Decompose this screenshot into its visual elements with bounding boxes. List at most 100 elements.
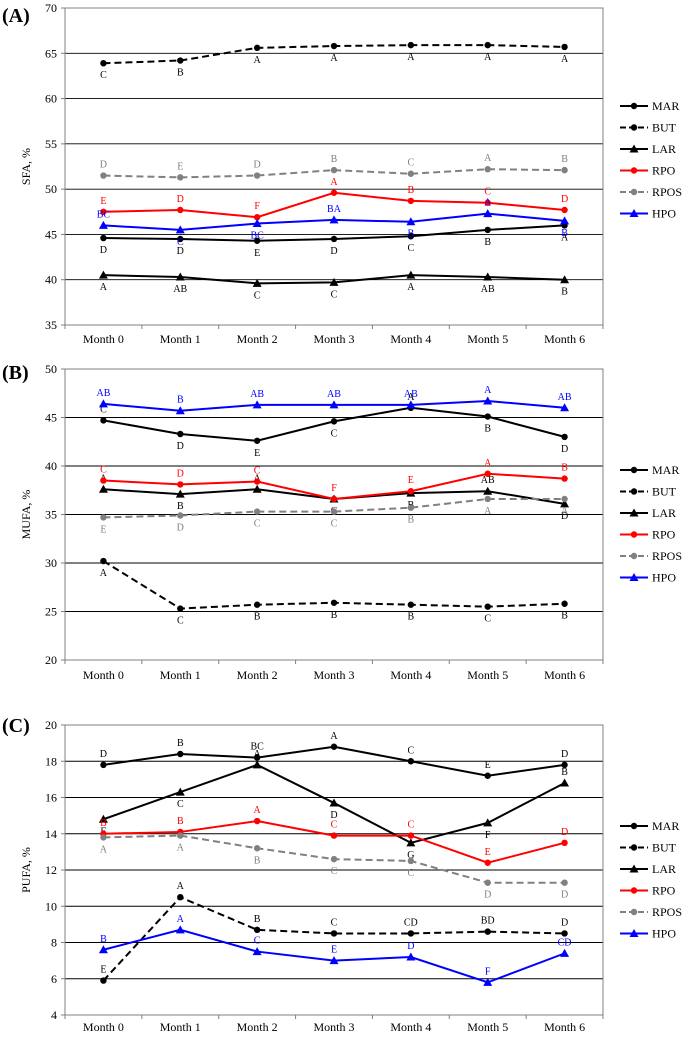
data-label: C: [331, 866, 338, 877]
data-label: C: [484, 614, 491, 625]
data-point: [177, 430, 184, 438]
legend-marker: [630, 188, 638, 196]
data-label: B: [177, 395, 184, 406]
legend-marker: [629, 929, 639, 937]
data-label: A: [330, 731, 338, 742]
x-tick-label: Month 6: [544, 1020, 585, 1034]
data-label: B: [254, 855, 261, 866]
data-point: [252, 760, 262, 769]
x-tick-label: Month 2: [237, 668, 278, 682]
data-label: E: [485, 847, 491, 858]
data-label: D: [100, 160, 107, 171]
data-label: B: [484, 237, 491, 248]
legend-marker: [630, 167, 638, 174]
data-label: C: [177, 616, 184, 627]
legend-label: RPOS: [652, 905, 682, 919]
x-tick-label: Month 1: [160, 332, 201, 346]
data-point: [175, 406, 185, 415]
y-tick-label: 65: [45, 46, 57, 60]
legend-label: RPOS: [652, 549, 682, 563]
data-point: [100, 557, 107, 565]
data-label: BC: [250, 742, 264, 753]
data-point: [330, 235, 338, 243]
y-tick-label: 70: [45, 1, 57, 15]
data-label: A: [330, 53, 338, 64]
data-label: A: [407, 392, 415, 403]
data-label: AB: [404, 389, 418, 400]
data-point: [100, 977, 107, 984]
data-label: A: [561, 506, 569, 517]
legend-marker: [630, 552, 638, 560]
data-point: [253, 926, 261, 934]
y-tick-label: 35: [45, 508, 57, 522]
legend-marker: [630, 822, 638, 830]
data-label: D: [561, 511, 568, 522]
y-tick-label: 4: [51, 1008, 57, 1022]
data-point: [561, 433, 568, 441]
legend-marker: [629, 144, 639, 153]
y-tick-label: 45: [45, 227, 57, 241]
legend-label: HPO: [652, 927, 676, 941]
data-point: [177, 605, 184, 612]
data-point: [484, 41, 491, 49]
legend-marker: [630, 102, 638, 110]
data-point: [484, 413, 491, 420]
data-label: A: [100, 282, 108, 293]
data-point: [484, 226, 491, 234]
data-label: F: [485, 830, 491, 841]
data-label: E: [254, 448, 260, 459]
series-but: C B A A A A A: [100, 41, 569, 81]
data-label: A: [407, 282, 415, 293]
x-tick-label: Month 3: [313, 1020, 354, 1034]
data-point: [330, 508, 338, 515]
data-point: [177, 57, 184, 64]
panel-2: (B) 20 25 30 35 40 45 50 Month 0 Month 1 Month 2 Mo…: [2, 362, 682, 682]
data-label: D: [100, 245, 107, 256]
data-point: [330, 189, 338, 196]
data-point: [483, 977, 493, 986]
data-point: [98, 270, 108, 279]
legend-marker: [629, 209, 639, 217]
data-label: B: [177, 816, 184, 827]
data-label: E: [100, 524, 106, 535]
data-point: [484, 879, 491, 886]
data-label: BC: [97, 209, 111, 220]
data-label: B: [331, 154, 338, 165]
y-tick-label: 18: [45, 754, 57, 768]
data-label: C: [254, 290, 261, 301]
panel-label: (A): [2, 5, 30, 27]
series-rpos: A A B C C D D: [100, 832, 568, 901]
data-label: C: [331, 917, 338, 928]
legend: MAR BUT LAR RPO RPOS HPO: [620, 99, 682, 221]
data-point: [177, 512, 184, 519]
data-label: D: [100, 749, 107, 760]
data-point: [560, 778, 570, 787]
y-tick-label: 30: [45, 556, 57, 570]
legend-label: LAR: [652, 142, 676, 156]
data-label: C: [100, 404, 107, 415]
data-point: [407, 857, 415, 865]
y-tick-label: 14: [45, 827, 57, 841]
data-label: C: [484, 187, 491, 198]
y-tick-label: 55: [45, 137, 57, 151]
data-point: [406, 217, 416, 226]
x-tick-label: Month 0: [83, 1020, 124, 1034]
data-label: CD: [404, 917, 418, 928]
data-point: [407, 758, 415, 765]
y-tick-label: 35: [45, 318, 57, 332]
data-point: [560, 403, 570, 412]
y-axis-label: PUFA, %: [19, 847, 33, 893]
data-point: [407, 170, 415, 177]
data-label: C: [408, 745, 415, 756]
legend-marker: [630, 466, 638, 474]
data-point: [561, 475, 568, 482]
data-label: D: [407, 941, 414, 952]
data-point: [484, 859, 491, 866]
legend-marker: [630, 531, 638, 538]
y-tick-label: 8: [51, 936, 57, 950]
data-point: [406, 952, 416, 961]
data-point: [407, 488, 415, 495]
y-tick-label: 12: [45, 863, 57, 877]
data-point: [330, 166, 338, 174]
